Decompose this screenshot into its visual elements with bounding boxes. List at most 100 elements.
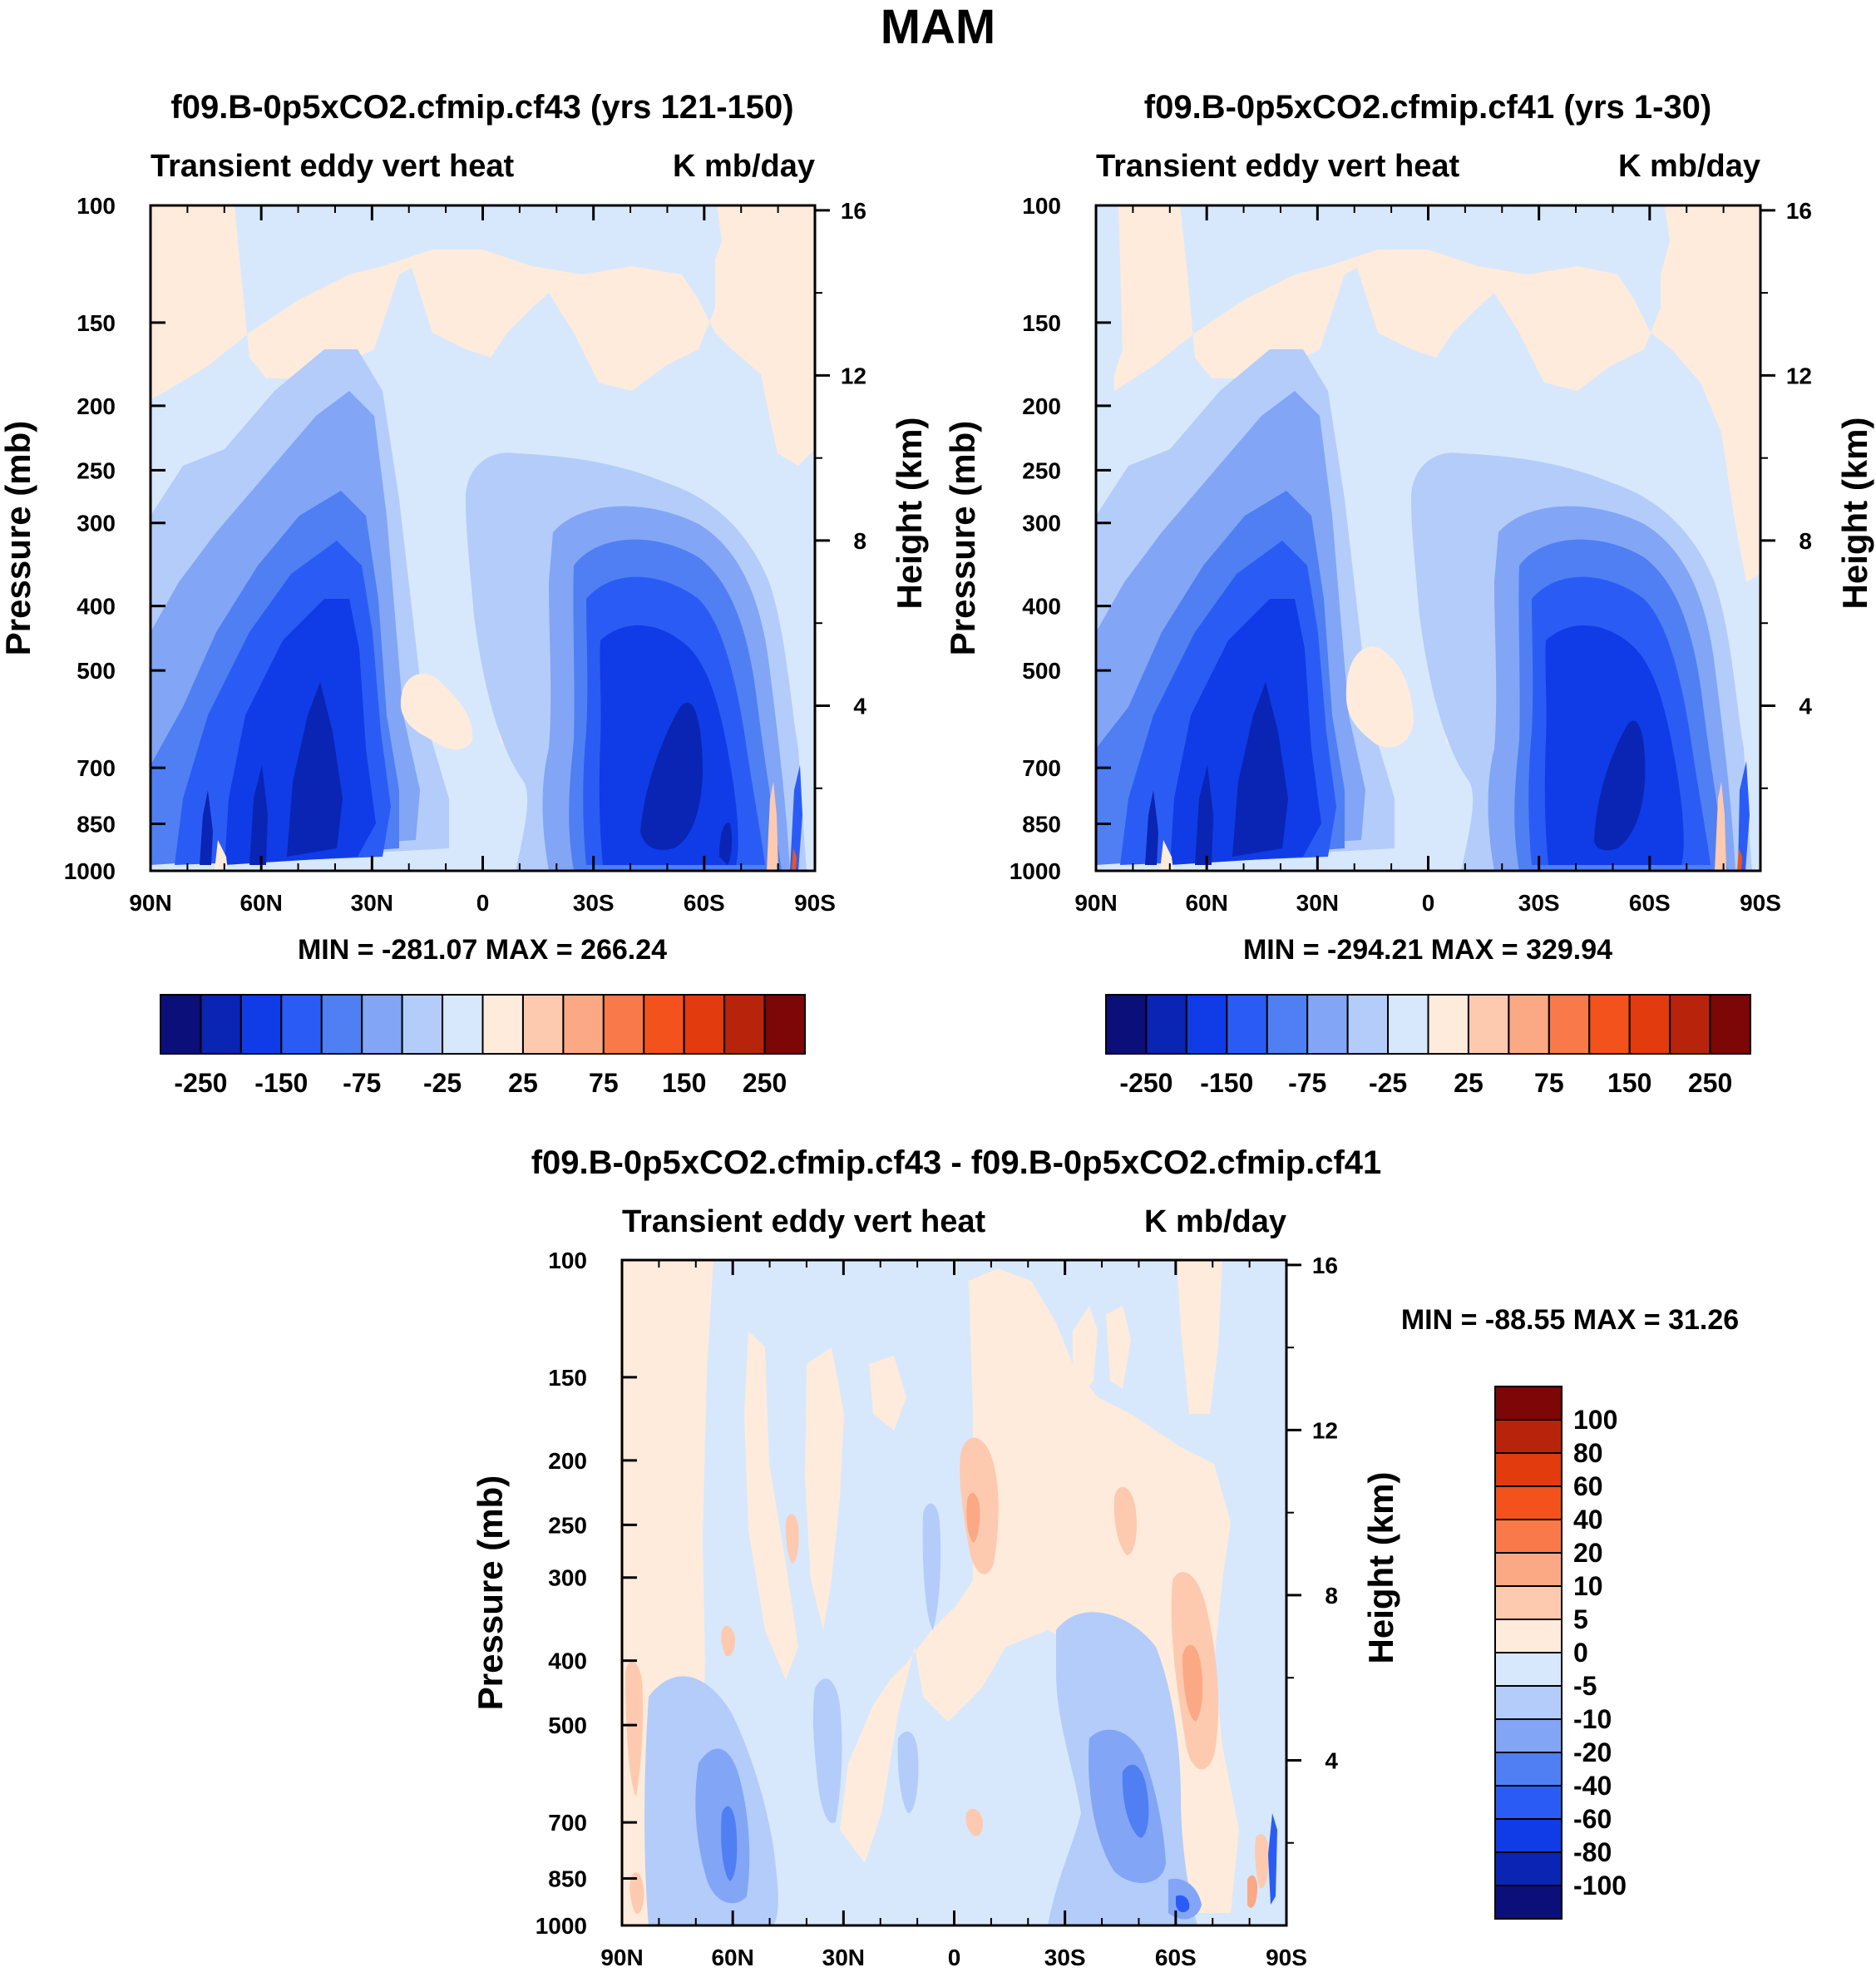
- panel-left-subtitle-left: Transient eddy vert heat: [151, 149, 514, 184]
- colorbar-swatch: [401, 994, 444, 1055]
- colorbar-swatch: [1494, 1519, 1563, 1554]
- colorbar-swatch: [1494, 1885, 1563, 1920]
- y-tick-label: 200: [1022, 393, 1061, 419]
- colorbar-swatch: [1306, 994, 1349, 1055]
- x-tick-label: 90S: [1740, 890, 1781, 916]
- y-right-tick-label: 12: [1786, 363, 1812, 388]
- panel-right-title: f09.B-0p5xCO2.cfmip.cf41 (yrs 1-30): [1144, 89, 1712, 126]
- colorbar-swatch: [200, 994, 242, 1055]
- panel-left-axes: 90N 60N 30N 0 30S 60S 90S 100 150 200 250 300 400 500…: [64, 193, 867, 916]
- panel-left-ylabel: Pressure (mb): [0, 421, 37, 655]
- y-tick-label: 300: [1022, 511, 1061, 536]
- colorbar-label: 250: [743, 1068, 787, 1098]
- contour-fill: [1594, 720, 1646, 851]
- colorbar-swatch: [481, 994, 524, 1055]
- contour-fill: [785, 1514, 799, 1564]
- colorbar-swatch: [643, 994, 685, 1055]
- x-tick-label: 60S: [1155, 1945, 1197, 1970]
- x-tick-label: 60N: [1185, 890, 1227, 916]
- contour-fill: [1176, 1895, 1190, 1913]
- colorbar-swatch: [280, 994, 323, 1055]
- contour-fill: [965, 1808, 984, 1836]
- contour-fill: [1737, 848, 1742, 871]
- x-tick-label: 60S: [1629, 890, 1671, 916]
- colorbar-swatch: [1494, 1585, 1563, 1620]
- y-right-tick-label: 4: [1325, 1747, 1338, 1773]
- panel-right-ylabel: Pressure (mb): [943, 421, 982, 655]
- panel-difference-ylabel: Pressure (mb): [471, 1475, 510, 1710]
- y-right-tick-label: 16: [841, 198, 866, 224]
- contour-fill: [1096, 205, 1123, 408]
- colorbar-swatch: [683, 994, 726, 1055]
- figure-title: MAM: [881, 0, 996, 54]
- contour-fill: [151, 205, 815, 466]
- y-tick-label: 400: [1022, 594, 1061, 620]
- colorbar-swatch: [1494, 1818, 1563, 1853]
- colorbar-label: 20: [1573, 1538, 1603, 1568]
- x-tick-label: 90S: [794, 890, 836, 916]
- colorbar-label: 0: [1573, 1638, 1588, 1668]
- contour-fill: [1145, 790, 1158, 865]
- y-right-tick-label: 8: [853, 528, 866, 554]
- x-tick-label: 90N: [1074, 890, 1117, 916]
- colorbar-label: 75: [1534, 1068, 1564, 1098]
- contour-fill: [629, 1872, 644, 1914]
- colorbar-swatch: [1494, 1652, 1563, 1687]
- colorbar-label: -5: [1573, 1671, 1597, 1701]
- contour-fill: [1247, 1875, 1257, 1908]
- panel-difference-axes: 90N 60N 30N 0 30S 60S 90S 100 150 200 250 300 400 500…: [536, 1248, 1339, 1970]
- colorbar-label: -25: [1369, 1068, 1407, 1098]
- colorbar-swatch: [1494, 1785, 1563, 1820]
- colorbar-swatch: [442, 994, 484, 1055]
- colorbar-swatch: [1494, 1718, 1563, 1753]
- y-tick-label: 150: [77, 310, 116, 336]
- panel-difference-subtitle-right: K mb/day: [1144, 1204, 1286, 1239]
- x-tick-label: 90N: [600, 1945, 643, 1970]
- contour-fill: [721, 1625, 736, 1657]
- y-tick-label: 500: [1022, 658, 1061, 684]
- y-right-tick-label: 16: [1312, 1253, 1338, 1278]
- panel-left-subtitle-right: K mb/day: [673, 149, 815, 184]
- y-tick-label: 700: [1022, 755, 1061, 781]
- contour-fill: [1177, 1260, 1222, 1414]
- colorbar-swatch: [239, 994, 283, 1055]
- colorbar-label: 75: [589, 1068, 619, 1098]
- contour-fill: [792, 848, 797, 871]
- y-tick-label: 1000: [64, 858, 116, 884]
- colorbar-swatch: [160, 994, 202, 1055]
- colorbar-swatch: [1628, 994, 1671, 1055]
- y-tick-label: 700: [548, 1810, 587, 1836]
- contour-fill: [1642, 205, 1670, 287]
- panel-difference: f09.B-0p5xCO2.cfmip.cf43 - f09.B-0p5xCO2…: [471, 1144, 1739, 1970]
- y-tick-label: 300: [548, 1565, 587, 1591]
- x-tick-label: 60S: [684, 890, 725, 916]
- colorbar-label: -250: [1119, 1068, 1172, 1098]
- y-right-tick-label: 4: [853, 693, 866, 719]
- contour-fill: [1160, 840, 1173, 871]
- y-tick-label: 250: [548, 1512, 587, 1538]
- panel-right-stats: MIN = -294.21 MAX = 329.94: [1243, 934, 1612, 966]
- y-right-tick-label: 12: [1312, 1417, 1338, 1443]
- y-tick-label: 500: [548, 1713, 587, 1738]
- x-tick-label: 60N: [711, 1945, 753, 1970]
- panel-left-colorbar: -250 -150 -75 -25 25 75 150 250: [160, 994, 806, 1098]
- colorbar-label: -25: [423, 1068, 462, 1098]
- panel-difference-contour-field: [622, 1260, 1286, 1925]
- colorbar-swatch: [1494, 1419, 1563, 1454]
- colorbar-label: 100: [1573, 1405, 1617, 1435]
- colorbar-swatch: [1387, 994, 1429, 1055]
- colorbar-swatch: [1105, 994, 1148, 1055]
- y-tick-label: 400: [77, 594, 116, 620]
- y-tick-label: 100: [77, 193, 116, 219]
- panel-difference-ylabel-right: Height (km): [1361, 1472, 1400, 1664]
- y-tick-label: 150: [548, 1365, 587, 1391]
- colorbar-label: 25: [1454, 1068, 1484, 1098]
- colorbar-swatch: [1494, 1552, 1563, 1587]
- panel-right-colorbar: -250 -150 -75 -25 25 75 150 250: [1105, 994, 1751, 1098]
- colorbar-swatch: [1669, 994, 1711, 1055]
- panel-right-subtitle-left: Transient eddy vert heat: [1096, 149, 1459, 184]
- colorbar-swatch: [521, 994, 565, 1055]
- colorbar-label: -60: [1573, 1804, 1612, 1834]
